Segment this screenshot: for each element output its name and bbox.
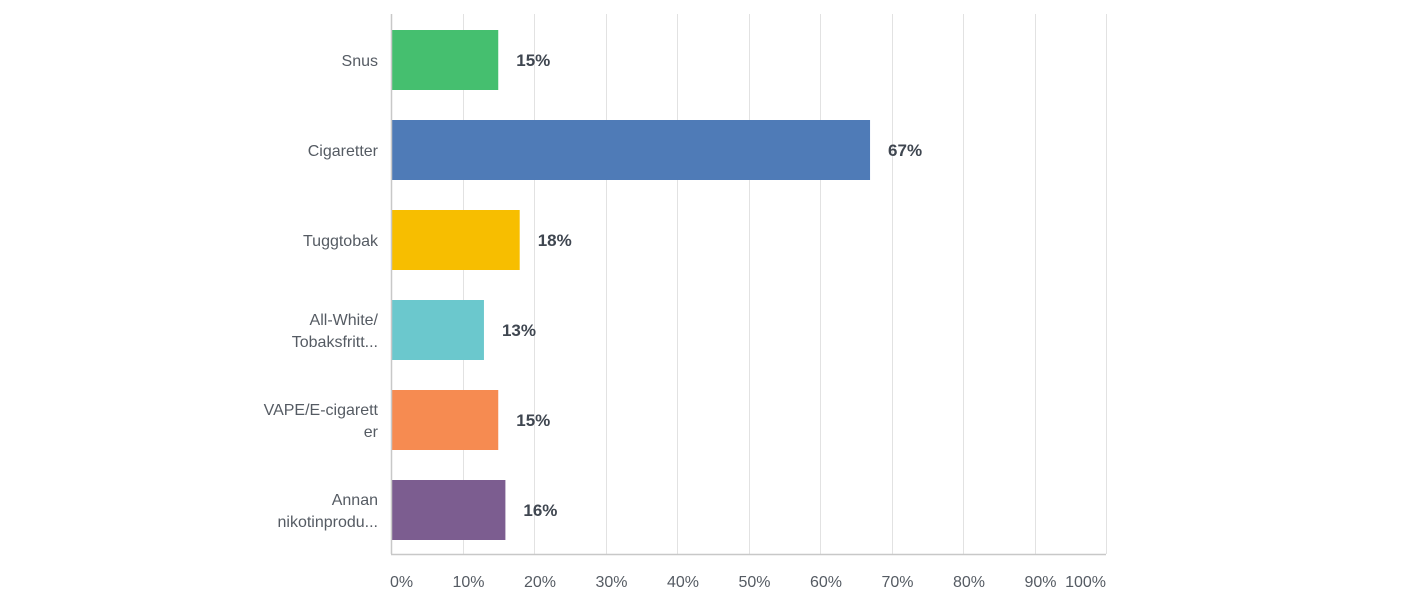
- bar-3: [391, 300, 484, 360]
- category-label-line: Cigaretter: [308, 143, 379, 160]
- value-label-5: 16%: [523, 501, 557, 520]
- bar-4: [391, 390, 499, 450]
- category-label-line: Tuggtobak: [303, 233, 379, 250]
- x-tick-label-40: 40%: [667, 574, 699, 591]
- axes: [390, 14, 1106, 556]
- category-label-0: Snus: [342, 53, 378, 70]
- x-tick-label-70: 70%: [881, 574, 913, 591]
- category-label-line: er: [364, 424, 379, 441]
- bar-5: [391, 480, 506, 540]
- value-label-1: 67%: [888, 141, 922, 160]
- value-label-3: 13%: [502, 321, 536, 340]
- x-tick-label-80: 80%: [953, 574, 985, 591]
- labels: 15% Snus 67% Cigaretter 18% Tuggtobak 13% All-W…: [264, 51, 1106, 591]
- value-label-2: 18%: [538, 231, 572, 250]
- x-tick-label-90: 90%: [1024, 574, 1056, 591]
- bars: [391, 30, 871, 540]
- category-label-line: All-White/: [310, 312, 379, 329]
- category-label-line: VAPE/E-cigarett: [264, 402, 379, 419]
- bar-2: [391, 210, 520, 270]
- x-tick-label-50: 50%: [738, 574, 770, 591]
- x-tick-label-10: 10%: [452, 574, 484, 591]
- category-label-1: Cigaretter: [308, 143, 379, 160]
- x-tick-label-0: 0%: [390, 574, 413, 591]
- value-label-4: 15%: [516, 411, 550, 430]
- grid-lines: [463, 14, 1107, 554]
- category-label-2: Tuggtobak: [303, 233, 379, 250]
- category-label-3: All-White/Tobaksfritt...: [292, 312, 379, 351]
- category-label-5: Annan nikotinprodu...: [277, 492, 378, 531]
- category-label-line: Annan: [332, 492, 378, 509]
- value-label-0: 15%: [516, 51, 550, 70]
- bar-0: [391, 30, 499, 90]
- x-tick-label-30: 30%: [595, 574, 627, 591]
- x-tick-label-100: 100%: [1065, 574, 1106, 591]
- x-tick-label-20: 20%: [524, 574, 556, 591]
- category-label-4: VAPE/E-cigarett er: [264, 402, 379, 441]
- x-tick-label-60: 60%: [810, 574, 842, 591]
- category-label-line: Snus: [342, 53, 378, 70]
- category-label-line: nikotinprodu...: [277, 514, 378, 531]
- bar-1: [391, 120, 871, 180]
- category-label-line: Tobaksfritt...: [292, 334, 378, 351]
